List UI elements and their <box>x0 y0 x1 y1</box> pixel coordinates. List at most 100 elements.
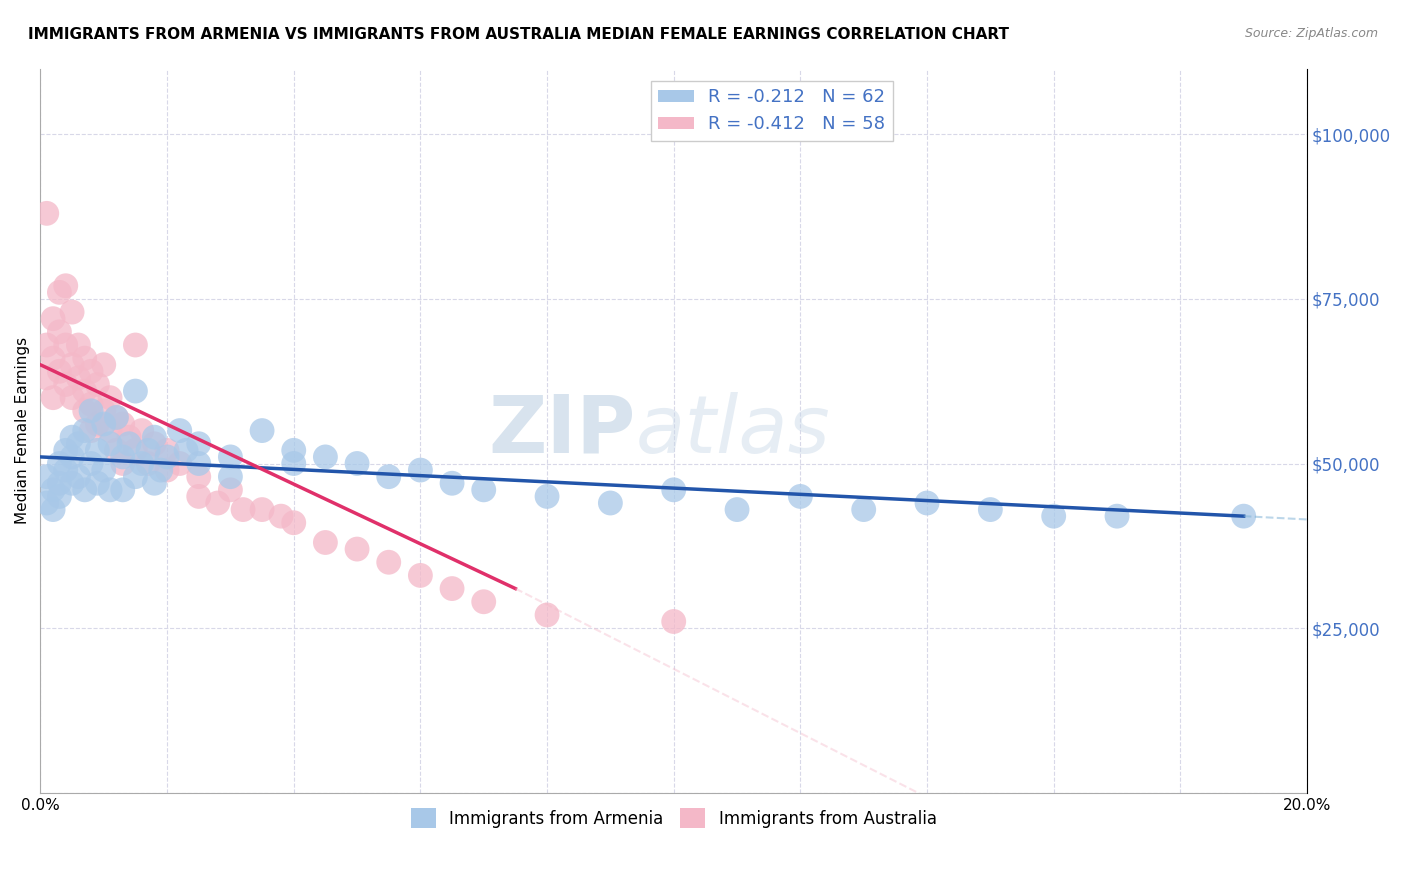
Point <box>1233 509 1256 524</box>
Point <box>725 502 748 516</box>
Point <box>48 457 70 471</box>
Point <box>118 430 141 444</box>
Point <box>441 476 464 491</box>
Point <box>915 496 938 510</box>
Point <box>283 443 305 458</box>
Point <box>42 391 65 405</box>
Point <box>207 496 229 510</box>
Point <box>143 436 166 450</box>
Point <box>73 483 96 497</box>
Point <box>156 463 179 477</box>
Point <box>136 457 159 471</box>
Text: Source: ZipAtlas.com: Source: ZipAtlas.com <box>1244 27 1378 40</box>
Point <box>86 476 108 491</box>
Point <box>80 424 103 438</box>
Point <box>35 371 58 385</box>
Point <box>472 595 495 609</box>
Text: IMMIGRANTS FROM ARMENIA VS IMMIGRANTS FROM AUSTRALIA MEDIAN FEMALE EARNINGS CORR: IMMIGRANTS FROM ARMENIA VS IMMIGRANTS FR… <box>28 27 1010 42</box>
Point <box>55 278 77 293</box>
Point <box>42 502 65 516</box>
Point <box>377 555 399 569</box>
Point <box>314 450 336 464</box>
Point <box>73 384 96 398</box>
Point <box>73 424 96 438</box>
Point <box>73 404 96 418</box>
Point <box>409 463 432 477</box>
Point <box>60 305 83 319</box>
Point <box>283 457 305 471</box>
Point <box>219 469 242 483</box>
Point <box>187 457 209 471</box>
Point <box>111 450 134 464</box>
Point <box>55 377 77 392</box>
Point <box>599 496 621 510</box>
Point <box>93 358 115 372</box>
Point <box>187 490 209 504</box>
Point <box>536 490 558 504</box>
Point <box>111 457 134 471</box>
Text: ZIP: ZIP <box>488 392 636 469</box>
Point <box>42 483 65 497</box>
Point <box>187 469 209 483</box>
Point <box>662 483 685 497</box>
Point <box>67 338 90 352</box>
Point <box>187 436 209 450</box>
Point <box>42 311 65 326</box>
Point <box>789 490 811 504</box>
Point <box>48 325 70 339</box>
Point <box>35 338 58 352</box>
Point <box>93 463 115 477</box>
Point <box>105 443 128 458</box>
Point <box>131 457 153 471</box>
Y-axis label: Median Female Earnings: Median Female Earnings <box>15 337 30 524</box>
Point <box>86 417 108 431</box>
Point <box>283 516 305 530</box>
Point <box>48 285 70 300</box>
Point <box>314 535 336 549</box>
Legend: Immigrants from Armenia, Immigrants from Australia: Immigrants from Armenia, Immigrants from… <box>405 801 943 835</box>
Point <box>346 542 368 557</box>
Point <box>662 615 685 629</box>
Point <box>346 457 368 471</box>
Point <box>86 443 108 458</box>
Point <box>232 502 254 516</box>
Point <box>35 206 58 220</box>
Point <box>60 476 83 491</box>
Point <box>250 424 273 438</box>
Point <box>111 483 134 497</box>
Point <box>42 351 65 366</box>
Point <box>55 338 77 352</box>
Point <box>93 417 115 431</box>
Point <box>98 424 121 438</box>
Point <box>67 469 90 483</box>
Point <box>60 358 83 372</box>
Point <box>35 496 58 510</box>
Point <box>219 483 242 497</box>
Point <box>98 391 121 405</box>
Point <box>80 397 103 411</box>
Point <box>1042 509 1064 524</box>
Point <box>124 469 146 483</box>
Point <box>124 443 146 458</box>
Point <box>60 430 83 444</box>
Point <box>149 463 172 477</box>
Point <box>48 476 70 491</box>
Point <box>98 436 121 450</box>
Point <box>48 364 70 378</box>
Point <box>1105 509 1128 524</box>
Point <box>98 483 121 497</box>
Point <box>80 404 103 418</box>
Point <box>852 502 875 516</box>
Point <box>174 443 197 458</box>
Point <box>143 476 166 491</box>
Point <box>93 404 115 418</box>
Point <box>67 371 90 385</box>
Point <box>136 443 159 458</box>
Point <box>80 364 103 378</box>
Point <box>55 443 77 458</box>
Point <box>118 436 141 450</box>
Point <box>105 410 128 425</box>
Point <box>35 469 58 483</box>
Point <box>169 457 191 471</box>
Point <box>156 450 179 464</box>
